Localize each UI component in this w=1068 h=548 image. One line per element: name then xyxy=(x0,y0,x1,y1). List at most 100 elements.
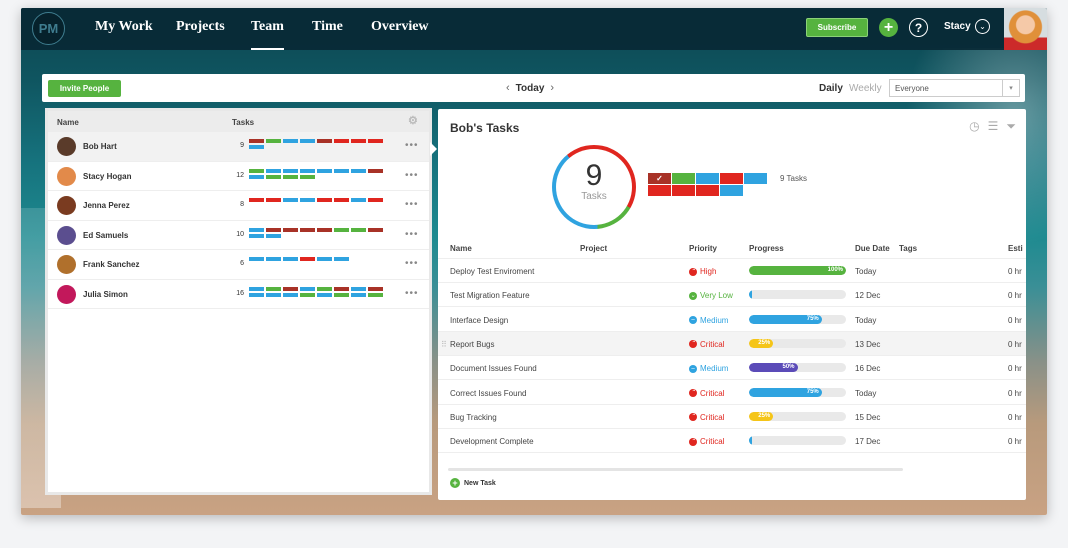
task-row[interactable]: Correct Issues Found ⌃ Critical 75% Today 0 h… xyxy=(438,381,1026,405)
team-member-row[interactable]: Stacy Hogan 12 ••• xyxy=(48,162,429,191)
task-row[interactable]: Document Issues Found – Medium 50% 16 Dec 0 h… xyxy=(438,356,1026,381)
summary-task-bar xyxy=(672,185,695,196)
invite-people-button[interactable]: Invite People xyxy=(48,80,121,97)
th-due-date[interactable]: Due Date xyxy=(855,244,890,253)
task-row[interactable]: Development Complete ⌃ Critical 17 Dec 0 hr xyxy=(438,429,1026,454)
task-name[interactable]: Correct Issues Found xyxy=(450,388,527,398)
drag-handle-icon[interactable]: ⠿ xyxy=(441,339,447,349)
task-due-date[interactable]: 16 Dec xyxy=(855,364,881,374)
nav-projects[interactable]: Projects xyxy=(176,19,225,34)
task-bar xyxy=(300,257,315,261)
task-bar xyxy=(300,286,315,291)
task-due-date[interactable]: 17 Dec xyxy=(855,437,881,447)
help-icon[interactable]: ? xyxy=(909,18,928,37)
task-due-date[interactable]: Today xyxy=(855,267,877,276)
member-avatar xyxy=(57,284,76,304)
nav-my-work[interactable]: My Work xyxy=(95,19,153,34)
nav-overview[interactable]: Overview xyxy=(371,19,429,34)
plus-icon: + xyxy=(450,478,460,488)
more-icon[interactable]: ••• xyxy=(405,140,419,151)
task-row[interactable]: Interface Design – Medium 75% Today 0 hr xyxy=(438,308,1026,332)
column-tasks[interactable]: Tasks xyxy=(232,118,255,127)
user-name[interactable]: Stacy xyxy=(944,21,971,32)
task-priority[interactable]: ⌃ High xyxy=(689,267,716,276)
member-task-bars xyxy=(249,198,397,202)
people-filter-value: Everyone xyxy=(895,84,929,93)
team-member-row[interactable]: Julia Simon 16 ••• xyxy=(48,280,429,309)
team-member-row[interactable]: Frank Sanchez 6 ••• xyxy=(48,250,429,280)
task-row[interactable]: ⠿ Report Bugs ⌃ Critical 25% 13 Dec 0 hr xyxy=(438,331,1026,356)
task-name[interactable]: Interface Design xyxy=(450,315,509,325)
task-bar xyxy=(249,168,264,173)
task-priority[interactable]: – Medium xyxy=(689,364,728,373)
th-estimate[interactable]: Esti xyxy=(1008,244,1023,253)
filter-icon[interactable]: ⏷ xyxy=(1006,119,1016,133)
nav-team[interactable]: Team xyxy=(251,19,284,50)
view-daily-toggle[interactable]: Daily xyxy=(819,83,843,94)
task-name[interactable]: Document Issues Found xyxy=(450,364,537,374)
task-name[interactable]: Deploy Test Enviroment xyxy=(450,267,535,276)
pm-logo[interactable]: PM xyxy=(32,12,65,45)
task-name[interactable]: Report Bugs xyxy=(450,339,495,349)
more-icon[interactable]: ••• xyxy=(405,287,419,299)
team-member-row[interactable]: Jenna Perez 8 ••• xyxy=(48,191,429,221)
task-due-date[interactable]: 15 Dec xyxy=(855,412,881,422)
progress-fill xyxy=(749,436,752,446)
column-name[interactable]: Name xyxy=(57,118,79,127)
task-count-number: 9 xyxy=(585,159,603,192)
chevron-left-icon[interactable]: ‹ xyxy=(506,82,510,94)
task-priority[interactable]: ⌃ Critical xyxy=(689,389,724,398)
th-progress[interactable]: Progress xyxy=(749,244,784,253)
completed-task-bar: ✓ xyxy=(648,173,671,184)
member-task-bars xyxy=(249,286,397,297)
task-row[interactable]: Bug Tracking ⌃ Critical 25% 15 Dec 0 hr xyxy=(438,405,1026,429)
task-priority[interactable]: ⌄ Very Low xyxy=(689,291,733,300)
people-filter-select[interactable]: Everyone ▾ xyxy=(889,79,1020,97)
task-due-date[interactable]: Today xyxy=(855,315,877,325)
task-priority[interactable]: ⌃ Critical xyxy=(689,340,724,349)
team-member-row[interactable]: Ed Samuels 10 ••• xyxy=(48,221,429,250)
horizontal-scrollbar[interactable] xyxy=(448,468,903,471)
nav-time[interactable]: Time xyxy=(312,19,343,34)
chevron-down-icon[interactable]: ⌄ xyxy=(975,19,990,34)
summary-task-bar xyxy=(720,173,743,184)
chevron-right-icon[interactable]: › xyxy=(550,82,555,94)
more-icon[interactable]: ••• xyxy=(405,199,419,210)
selection-pointer xyxy=(430,142,437,156)
task-estimate: 0 hr xyxy=(1008,412,1022,422)
settings-icon[interactable]: ☰ xyxy=(987,119,999,133)
task-due-date[interactable]: Today xyxy=(855,388,877,398)
more-icon[interactable]: ••• xyxy=(405,169,419,181)
add-icon[interactable]: + xyxy=(879,18,898,37)
th-project[interactable]: Project xyxy=(580,244,608,253)
task-due-date[interactable]: 12 Dec xyxy=(855,291,881,301)
task-bar xyxy=(334,286,349,291)
task-priority[interactable]: – Medium xyxy=(689,316,728,325)
task-row[interactable]: Test Migration Feature ⌄ Very Low 12 Dec 0 h… xyxy=(438,283,1026,308)
task-bar xyxy=(249,292,264,297)
date-label[interactable]: Today xyxy=(515,82,545,94)
task-name[interactable]: Development Complete xyxy=(450,437,534,447)
th-tags[interactable]: Tags xyxy=(899,244,918,253)
new-task-button[interactable]: + New Task xyxy=(450,478,496,488)
subscribe-button[interactable]: Subscribe xyxy=(806,18,868,37)
more-icon[interactable]: ••• xyxy=(405,258,419,269)
clock-icon[interactable]: ◷ xyxy=(969,119,980,133)
task-progress-bar: 75% xyxy=(749,387,846,397)
view-weekly-toggle[interactable]: Weekly xyxy=(849,83,882,94)
th-priority[interactable]: Priority xyxy=(689,244,718,253)
task-bar xyxy=(266,227,281,232)
task-priority[interactable]: ⌃ Critical xyxy=(689,437,724,446)
priority-label: Medium xyxy=(700,364,729,374)
task-priority[interactable]: ⌃ Critical xyxy=(689,413,724,422)
task-row[interactable]: Deploy Test Enviroment ⌃ High 100% Today 0 hr xyxy=(438,259,1026,283)
th-name[interactable]: Name xyxy=(450,244,472,253)
user-avatar[interactable] xyxy=(1004,8,1047,50)
sliders-icon[interactable]: ⚙ xyxy=(408,115,418,127)
task-due-date[interactable]: 13 Dec xyxy=(855,339,881,349)
team-member-row[interactable]: Bob Hart 9 ••• xyxy=(48,132,429,162)
task-name[interactable]: Test Migration Feature xyxy=(450,291,530,301)
progress-fill: 25% xyxy=(749,338,774,348)
task-name[interactable]: Bug Tracking xyxy=(450,412,497,422)
more-icon[interactable]: ••• xyxy=(405,228,419,240)
